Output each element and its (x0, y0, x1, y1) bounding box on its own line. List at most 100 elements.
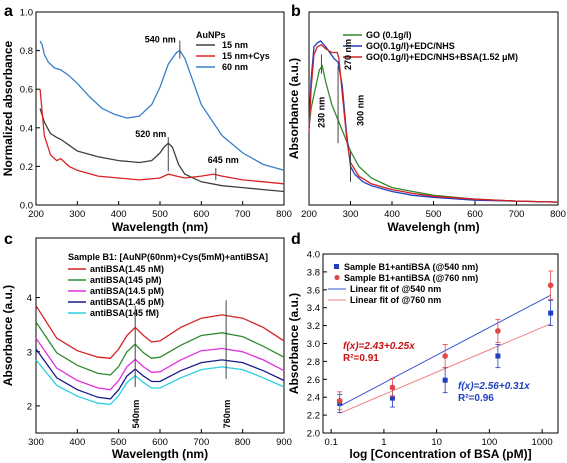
panel-b-xtick-label: 800 (550, 209, 566, 220)
panel-c-ytick-label: 3 (27, 347, 32, 358)
panel-a-y-axis-label: Normalized absorbance (1, 40, 15, 176)
panel-c-xtick-label: 500 (111, 437, 127, 448)
panel-d-xtick-label: 100 (481, 437, 497, 448)
panel-d-xtick-label: 0.1 (325, 437, 338, 448)
panel-d-ytick-label: 2.8 (307, 357, 320, 368)
panel-b-xtick-label: 700 (509, 209, 525, 220)
panel-d-point-760 (389, 384, 396, 391)
panel-label-d: d (291, 231, 301, 248)
panel-a-legend-title: AuNPs (196, 30, 226, 40)
panel-c-ytick-label: 2 (27, 401, 32, 412)
panel-a-xtick-label: 500 (152, 209, 168, 220)
panel-c-xtick-label: 400 (69, 437, 85, 448)
panel-a-annotation: 520 nm (135, 129, 166, 139)
panel-b-xtick-label: 600 (467, 209, 483, 220)
panel-a-series-line (39, 40, 285, 171)
panel-c-series-line (35, 305, 285, 359)
panel-c-legend-entry: antiBSA(145 fM) (90, 308, 159, 318)
panel-d-ytick-label: 2.2 (307, 411, 320, 422)
panel-a-xtick-label: 800 (276, 209, 292, 220)
panel-c-annotation: 540nm (131, 400, 141, 429)
panel-c-series-line (35, 337, 285, 391)
panel-b-legend-entry: GO (0.1g/l) (366, 30, 412, 40)
panel-b-xtick-label: 300 (343, 209, 359, 220)
panel-d-ytick-label: 3.2 (307, 321, 320, 332)
panel-d-point-540 (389, 395, 395, 401)
panel-labels: a b c d (4, 3, 301, 248)
panel-b-annotation: 270 nm (343, 39, 353, 70)
panel-c-xtick-label: 900 (276, 437, 292, 448)
panel-c-legend-entry: antiBSA(145 pM) (90, 275, 162, 285)
panel-d-legend-entry: Sample B1+antiBSA (@540 nm) (344, 262, 478, 272)
panel-c: 300 400 500 600 700 800 900 2 3 4 Sample B1: [AuNP… (1, 237, 292, 461)
panel-d-legend-marker (334, 274, 340, 281)
panel-d-fit-r2: R²=0.91 (343, 353, 379, 364)
panel-b-annotation: 230 nm (316, 97, 326, 128)
panel-b-xtick-label: 400 (384, 209, 400, 220)
panel-b-xtick-label: 200 (301, 209, 317, 220)
panel-d-y-axis-label: Absorbance (a.u.) (287, 293, 301, 394)
panel-a-xtick-label: 200 (28, 209, 44, 220)
panel-d-legend-marker (334, 264, 339, 269)
panel-b-annotation: 300 nm (356, 95, 366, 126)
panel-d-x-axis-label: log [Concentration of BSA (pM)] (349, 447, 531, 461)
panel-d-point-760 (547, 282, 554, 289)
panel-c-legend-title: Sample B1: [AuNP(60nm)+Cys(5mM)+antiBSA] (68, 252, 268, 262)
panel-d-ytick-label: 4.0 (307, 250, 320, 261)
panel-b-legend-entry: GO(0.1g/l)+EDC/NHS (366, 41, 455, 51)
panel-a-series-line (39, 108, 285, 193)
panel-d-ytick-label: 3.0 (307, 339, 320, 350)
panel-d-point-540 (442, 377, 448, 383)
panel-a-xtick-label: 300 (69, 209, 85, 220)
panel-c-series-line (35, 348, 285, 400)
panel-a-ytick-label: 0.8 (20, 46, 33, 57)
panel-a-legend-entry: 15 nm+Cys (222, 51, 270, 61)
panel-label-c: c (4, 231, 13, 248)
panel-c-xtick-label: 700 (193, 437, 209, 448)
panel-c-legend-entry: antiBSA(1.45 pM) (90, 297, 164, 307)
panel-d-legend-entry: Sample B1+antiBSA (@760 nm) (344, 273, 478, 283)
panel-c-x-axis-label: Wavelength (nm) (112, 447, 208, 461)
panel-d-fit-equation: f(x)=2.43+0.25x (343, 341, 415, 352)
panel-c-legend-entry: antiBSA(14.5 pM) (90, 286, 164, 296)
panel-a-xtick-label: 600 (193, 209, 209, 220)
panel-a-ytick-label: 1.0 (20, 8, 33, 19)
panel-b-x-axis-label: Wavelengh (nm) (387, 220, 479, 234)
panel-a-ytick-label: 0.0 (20, 201, 33, 212)
panel-a-series-line (39, 89, 285, 185)
panel-d-ytick-label: 3.4 (307, 303, 320, 314)
panel-c-xtick-label: 800 (235, 437, 251, 448)
panel-c-annotation: 760nm (222, 400, 232, 429)
panel-d-xtick-label: 1 (381, 437, 386, 448)
panel-d-fit-r2: R²=0.96 (458, 393, 494, 404)
panel-d: 0.1 1 10 100 1000 2.0 2.2 2.4 2.6 2.8 3.0 3.2 3.4 3.6… (287, 250, 559, 461)
panel-a-xtick-label: 400 (111, 209, 127, 220)
panel-c-xtick-label: 300 (28, 437, 44, 448)
panel-c-y-axis-label: Absorbance (a.u.) (1, 285, 15, 386)
panel-a: 200 300 400 500 600 700 800 0.0 0.2 0.4 0.6 0.8 1.0 A… (1, 8, 292, 235)
panel-d-legend-entry: Linear fit of @540 nm (350, 284, 441, 294)
panel-label-b: b (291, 3, 301, 20)
panel-a-ytick-label: 0.4 (20, 123, 33, 134)
panel-d-ytick-label: 2.6 (307, 375, 320, 386)
panel-c-series-line (35, 359, 285, 405)
panel-a-annotation: 645 nm (208, 155, 239, 165)
panel-d-xtick-label: 1000 (532, 437, 553, 448)
panel-b-y-axis-label: Absorbance (a.u.) (287, 58, 301, 159)
panel-c-series-line (35, 321, 285, 376)
panel-a-xtick-label: 700 (235, 209, 251, 220)
panel-c-xtick-label: 600 (152, 437, 168, 448)
panel-d-fit-equation: f(x)=2.56+0.31x (458, 381, 530, 392)
panel-c-ytick-label: 4 (27, 293, 32, 304)
panel-a-annotation: 540 nm (145, 35, 176, 45)
panel-b-legend-entry: GO(0.1g/l)+EDC/NHS+BSA(1.52 μM) (366, 52, 518, 62)
panel-a-legend-entry: 60 nm (222, 62, 248, 72)
panel-b-series-line (308, 44, 559, 203)
panel-c-legend-entry: antiBSA(1.45 nM) (90, 264, 164, 274)
panel-d-point-540 (495, 353, 501, 359)
panel-d-point-760 (495, 328, 501, 334)
panel-a-x-axis-label: Wavelength (nm) (112, 220, 208, 234)
panel-a-ytick-label: 0.2 (20, 162, 33, 173)
